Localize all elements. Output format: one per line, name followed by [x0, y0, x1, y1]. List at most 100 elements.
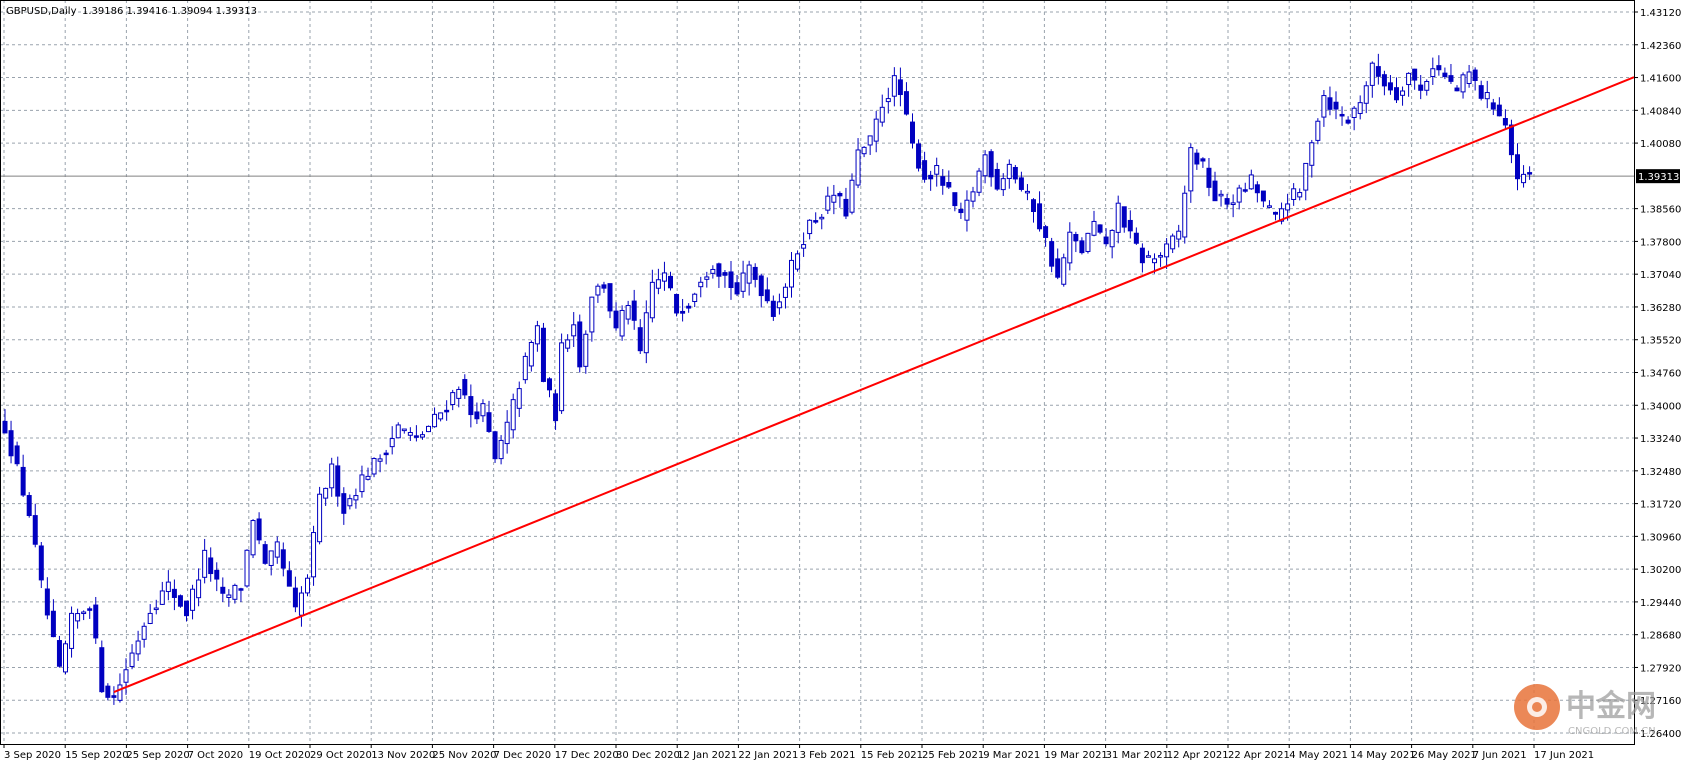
y-axis: 1.43120 1.42360 1.41600 1.40840 1.40080 1.385… — [1634, 8, 1681, 740]
candle-body-up — [1400, 90, 1406, 96]
candle-body-down — [8, 430, 14, 457]
candle-body-down — [734, 282, 740, 295]
candle-body-up — [746, 264, 752, 284]
chart-header-ohlc: 1.39186 1.39416 1.39094 1.39313 — [82, 6, 257, 17]
candle-body-down — [32, 515, 38, 545]
candle-body-down — [1037, 203, 1043, 230]
candle-body-up — [855, 149, 861, 186]
x-tick-label: 19 Oct 2020 — [249, 750, 311, 761]
candle-body-down — [958, 208, 964, 214]
candle-body-down — [383, 452, 389, 456]
candle-body-up — [982, 154, 988, 177]
candle-body-up — [438, 412, 444, 420]
x-tick-label: 17 Jun 2021 — [1534, 750, 1594, 761]
candle-body-up — [692, 293, 698, 303]
candle-body-up — [1315, 120, 1321, 141]
candle-body-down — [1345, 119, 1351, 124]
candle-body-up — [1297, 192, 1303, 198]
candle-body-down — [1194, 152, 1200, 165]
candle-body-down — [758, 275, 764, 297]
candle-body-down — [770, 300, 776, 317]
candle-body-down — [607, 283, 613, 312]
current-price-text: 1.39313 — [1638, 172, 1679, 183]
candle-body-down — [613, 310, 619, 329]
candle-body-up — [595, 285, 601, 296]
candle-body-down — [631, 300, 637, 321]
candle-body-down — [940, 176, 946, 186]
candle-body-up — [565, 339, 571, 349]
candle-body-up — [1430, 68, 1436, 77]
candle-body-down — [601, 284, 607, 289]
candle-body-up — [879, 106, 885, 123]
candle-body-down — [547, 378, 552, 391]
y-tick-label: 1.27160 — [1640, 696, 1681, 707]
watermark-brand: 中金网 — [1566, 689, 1656, 724]
candle-body-down — [903, 91, 909, 115]
candle-body-up — [141, 625, 147, 640]
candle-body-down — [637, 327, 643, 352]
candle-body-up — [1000, 178, 1006, 191]
candle-body-up — [522, 355, 528, 381]
y-tick-label: 1.30960 — [1640, 532, 1681, 543]
candle-body-down — [2, 420, 8, 434]
candle-body-up — [407, 432, 413, 436]
candle-body-up — [401, 428, 407, 432]
candle-body-down — [474, 411, 480, 420]
candle-body-up — [710, 268, 716, 274]
candle-body-up — [619, 309, 625, 337]
candle-body-down — [916, 143, 922, 169]
candle-body-down — [1478, 85, 1484, 99]
candle-body-down — [897, 79, 903, 96]
candle-body-up — [395, 424, 401, 439]
candle-body-up — [1158, 255, 1164, 258]
candle-body-up — [782, 286, 788, 298]
candle-body-down — [238, 588, 244, 591]
candle-body-up — [934, 165, 940, 175]
candle-body-up — [504, 421, 510, 445]
candle-body-up — [1152, 258, 1157, 264]
candle-body-down — [38, 545, 44, 581]
candle-body-up — [311, 532, 317, 578]
candle-body-down — [1103, 236, 1109, 245]
y-tick-label: 1.35520 — [1640, 336, 1681, 347]
chart-header-symbol: GBPUSD,Daily — [6, 6, 77, 17]
candle-body-up — [825, 195, 831, 211]
candle-body-up — [196, 579, 202, 599]
candle-body-up — [807, 219, 813, 235]
candle-body-down — [1127, 219, 1133, 232]
candle-body-down — [752, 266, 758, 280]
candle-body-down — [1527, 172, 1533, 175]
candle-body-down — [946, 181, 952, 188]
trendline[interactable] — [113, 76, 1635, 693]
x-tick-label: 3 Sep 2020 — [4, 750, 61, 761]
candle-body-down — [1200, 158, 1206, 162]
candle-body-down — [1472, 69, 1478, 81]
candle-body-up — [1248, 174, 1254, 190]
candle-body-down — [177, 595, 183, 607]
candle-body-down — [1333, 101, 1339, 110]
candle-body-down — [722, 272, 728, 276]
candle-body-up — [226, 594, 232, 598]
candle-body-up — [274, 541, 280, 558]
candle-body-up — [873, 118, 879, 142]
x-tick-label: 15 Feb 2021 — [861, 750, 923, 761]
candle-body-up — [1006, 163, 1012, 180]
candle-body-up — [970, 191, 976, 202]
candle-body-down — [577, 321, 583, 368]
candle-body-down — [262, 544, 268, 564]
candle-body-up — [801, 244, 807, 249]
y-tick-label: 1.28680 — [1640, 631, 1681, 642]
candle-body-down — [668, 275, 673, 289]
x-tick-label: 29 Oct 2020 — [310, 750, 372, 761]
candle-body-down — [468, 396, 474, 416]
candle-body-up — [232, 584, 238, 600]
candle-body-down — [1031, 199, 1036, 212]
candle-body-up — [819, 216, 825, 220]
candle-body-up — [165, 581, 171, 593]
candle-body-up — [1291, 188, 1297, 200]
candle-body-down — [1375, 66, 1381, 77]
candle-body-down — [910, 121, 915, 144]
candle-body-up — [534, 325, 540, 345]
